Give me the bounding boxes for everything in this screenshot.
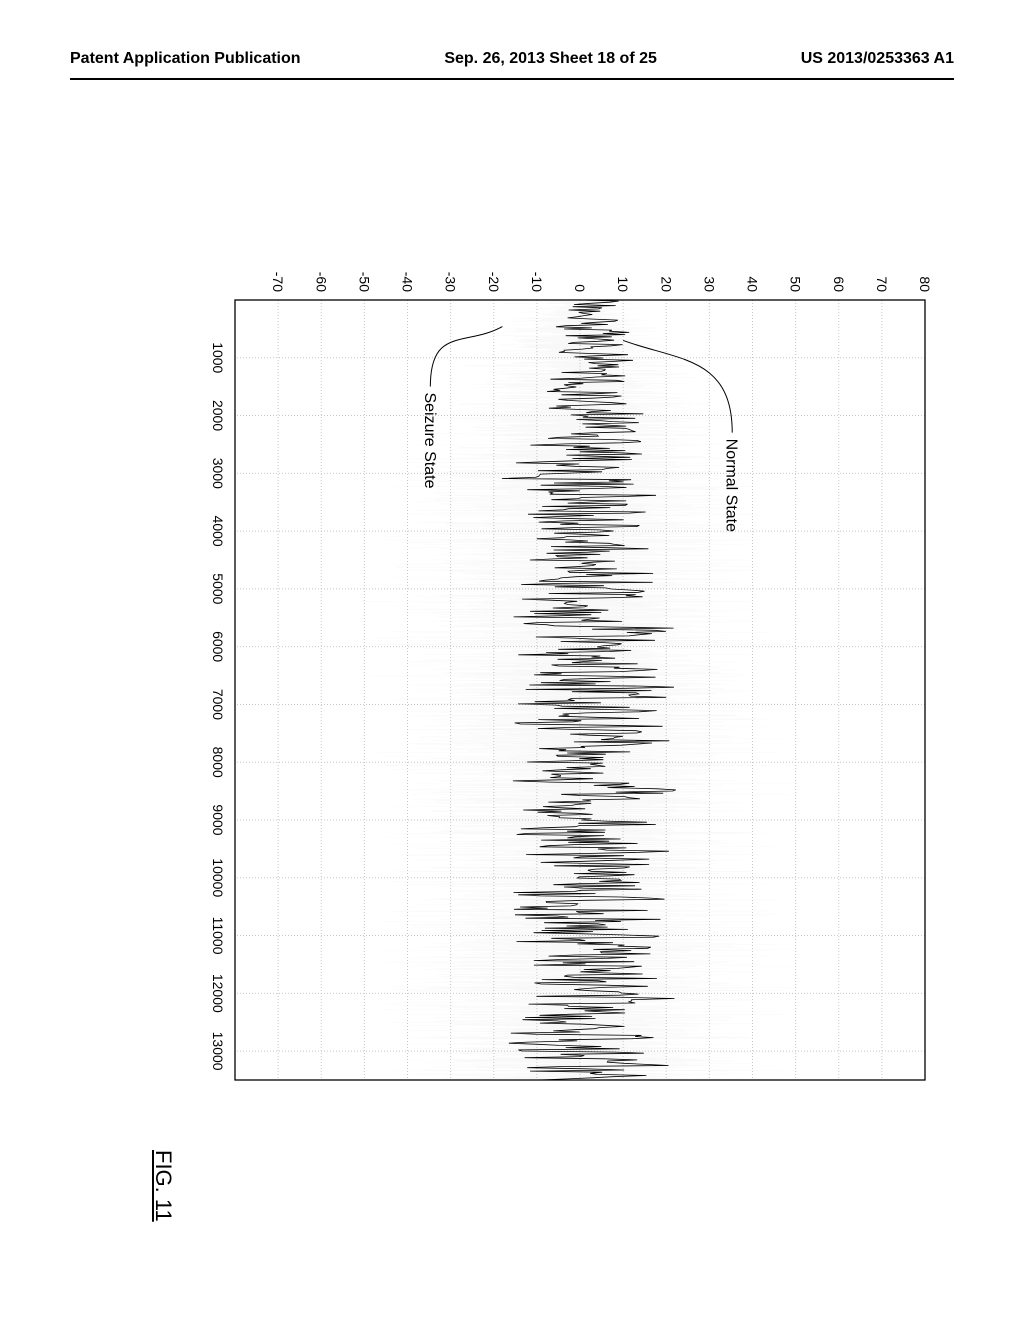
svg-text:-20: -20	[486, 272, 502, 292]
figure-region: 1000 2000 3000 4000 5000 6000 7000 8000 9000 1000…	[85, 245, 935, 985]
svg-text:0: 0	[572, 284, 588, 292]
svg-text:-70: -70	[270, 272, 286, 292]
header-right: US 2013/0253363 A1	[801, 50, 954, 68]
svg-text:2000: 2000	[210, 400, 226, 431]
svg-text:70: 70	[874, 276, 890, 292]
svg-text:9000: 9000	[210, 804, 226, 835]
svg-text:1000: 1000	[210, 342, 226, 373]
svg-text:-10: -10	[529, 272, 545, 292]
chart-annotation: Normal State	[723, 439, 740, 532]
svg-text:30: 30	[701, 276, 717, 292]
svg-text:-60: -60	[313, 272, 329, 292]
svg-text:5000: 5000	[210, 573, 226, 604]
figure-label: FIG. 11	[150, 1150, 176, 1222]
svg-text:-30: -30	[443, 272, 459, 292]
svg-text:40: 40	[745, 276, 761, 292]
svg-text:60: 60	[831, 276, 847, 292]
svg-text:-40: -40	[400, 272, 416, 292]
svg-text:3000: 3000	[210, 458, 226, 489]
svg-text:4000: 4000	[210, 516, 226, 547]
svg-text:10: 10	[615, 276, 631, 292]
svg-text:80: 80	[917, 276, 933, 292]
svg-text:6000: 6000	[210, 631, 226, 662]
page-header: Patent Application Publication Sep. 26, …	[0, 50, 1024, 68]
header-rule	[70, 78, 954, 80]
chart-annotation: Seizure State	[421, 392, 438, 488]
svg-text:13000: 13000	[210, 1032, 226, 1071]
svg-text:10000: 10000	[210, 858, 226, 897]
svg-text:50: 50	[788, 276, 804, 292]
svg-text:-50: -50	[356, 272, 372, 292]
svg-text:12000: 12000	[210, 974, 226, 1013]
header-center: Sep. 26, 2013 Sheet 18 of 25	[444, 50, 657, 68]
header-left: Patent Application Publication	[70, 50, 301, 68]
svg-text:11000: 11000	[210, 917, 226, 955]
svg-text:8000: 8000	[210, 747, 226, 778]
svg-text:20: 20	[658, 276, 674, 292]
svg-text:7000: 7000	[210, 689, 226, 720]
signal-chart: 1000 2000 3000 4000 5000 6000 7000 8000 9000 1000…	[195, 245, 935, 1095]
